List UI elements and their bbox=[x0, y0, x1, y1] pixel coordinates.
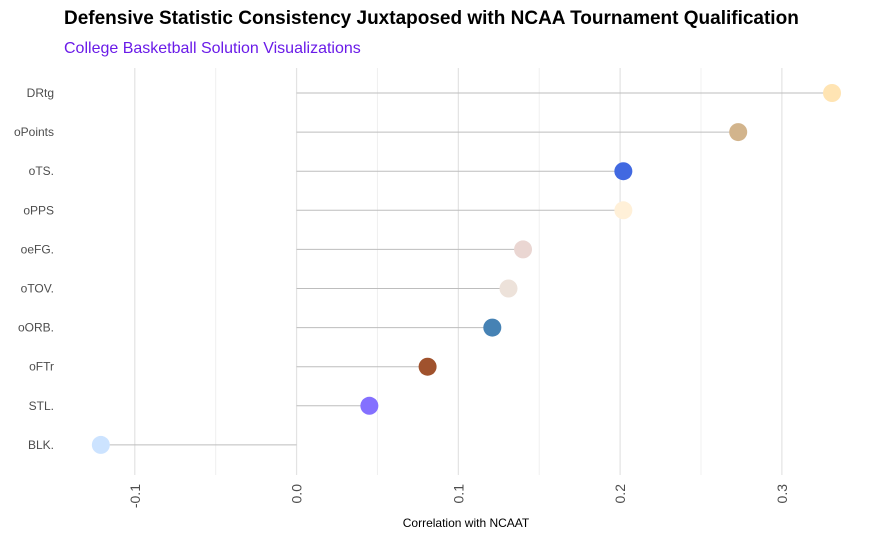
y-tick-label: oPoints bbox=[14, 125, 54, 139]
y-axis-tick-labels: DRtg oPoints oTS. oPPS oeFG. oTOV. oORB. oFTr ST… bbox=[14, 86, 54, 452]
chart-subtitle: College Basketball Solution Visualizatio… bbox=[64, 40, 361, 57]
y-tick-label: oTOV. bbox=[21, 282, 54, 296]
lollipop-point bbox=[418, 357, 437, 376]
x-tick-label: 0.1 bbox=[450, 484, 466, 504]
lollipop-point bbox=[483, 318, 502, 337]
y-tick-label: oTS. bbox=[29, 164, 54, 178]
lollipop-point bbox=[360, 396, 379, 415]
lollipop-stems bbox=[100, 92, 833, 446]
lollipop-points bbox=[91, 84, 842, 454]
lollipop-point bbox=[91, 435, 110, 454]
grid-lines bbox=[134, 68, 783, 475]
x-axis-label: Correlation with NCAAT bbox=[403, 516, 530, 530]
x-tick-label: 0.2 bbox=[612, 484, 628, 504]
y-tick-label: DRtg bbox=[27, 86, 54, 100]
y-tick-label: oeFG. bbox=[21, 242, 54, 256]
x-tick-label: 0.3 bbox=[774, 484, 790, 504]
chart-title: Defensive Statistic Consistency Juxtapos… bbox=[64, 8, 799, 29]
lollipop-point bbox=[514, 240, 533, 259]
lollipop-point bbox=[729, 123, 748, 142]
lollipop-point bbox=[614, 201, 633, 220]
lollipop-point bbox=[823, 84, 842, 102]
y-tick-label: STL. bbox=[29, 399, 54, 413]
lollipop-point bbox=[499, 279, 518, 298]
y-tick-label: oPPS bbox=[23, 203, 54, 217]
x-axis-tick-labels: -0.1 0.0 0.1 0.2 0.3 bbox=[127, 484, 790, 508]
y-tick-label: oORB. bbox=[18, 321, 54, 335]
lollipop-point bbox=[614, 162, 633, 181]
y-tick-label: oFTr bbox=[29, 360, 54, 374]
x-tick-label: 0.0 bbox=[289, 484, 305, 504]
y-tick-label: BLK. bbox=[28, 438, 54, 452]
x-tick-label: -0.1 bbox=[127, 484, 143, 508]
